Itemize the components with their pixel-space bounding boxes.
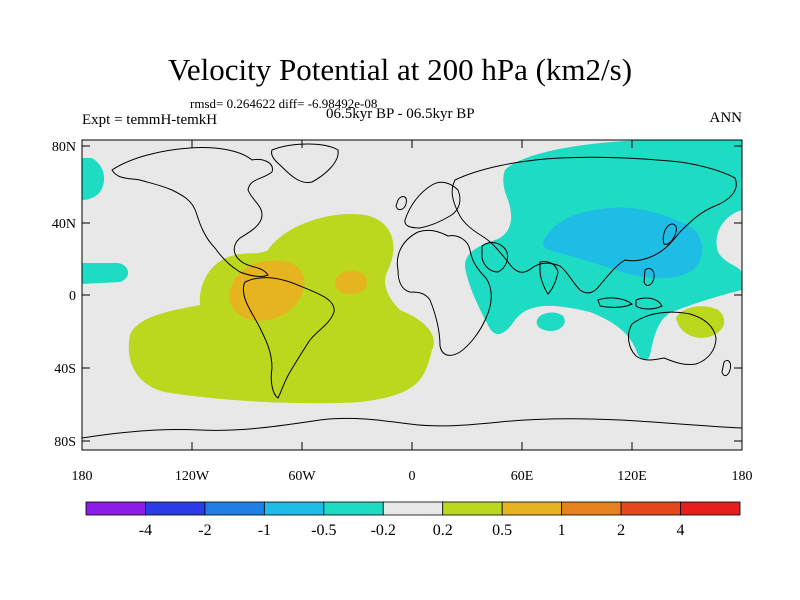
map-title: Velocity Potential at 200 hPa (km2/s) <box>167 52 633 87</box>
lon-label-60e: 60E <box>511 469 534 484</box>
lat-label-80s: 80S <box>54 435 76 450</box>
coastlines <box>82 143 742 450</box>
negative-patch-north-pacific <box>82 158 105 200</box>
colorbar-label-1: -2 <box>198 522 211 539</box>
lon-label-180e: 180 <box>732 469 753 484</box>
season-label: ANN <box>709 110 743 126</box>
colorbar-label-9: 4 <box>677 522 685 539</box>
colorbar-swatch-1 <box>145 501 206 516</box>
experiment-label: Expt = temmH-temkH <box>82 112 218 128</box>
colorbar-label-7: 1 <box>558 522 566 539</box>
lat-label-80n: 80N <box>52 140 76 155</box>
colorbar-label-3: -0.5 <box>311 522 336 539</box>
colorbar-swatch-2 <box>204 501 265 516</box>
colorbar-label-6: 0.5 <box>492 522 512 539</box>
contour-fields <box>82 140 742 450</box>
colorbar-swatch-10 <box>680 501 741 516</box>
colorbar-label-5: 0.2 <box>433 522 453 539</box>
lon-label-60w: 60W <box>288 469 316 484</box>
colorbar-label-2: -1 <box>258 522 271 539</box>
positive-region-australia <box>676 306 725 338</box>
colorbar-swatch-0 <box>85 501 146 516</box>
colorbar-swatch-6 <box>442 501 503 516</box>
lon-label-120w: 120W <box>175 469 210 484</box>
colorbar-swatch-3 <box>263 501 325 516</box>
colorbar-label-8: 2 <box>617 522 625 539</box>
lon-label-120e: 120E <box>617 469 647 484</box>
lon-label-0: 0 <box>409 469 416 484</box>
period-label: 06.5kyr BP - 06.5kyr BP <box>326 106 475 122</box>
negative-patch-east-pacific <box>82 263 129 284</box>
colorbar-swatch-8 <box>561 501 622 516</box>
negative-core-asia <box>543 207 703 279</box>
latitude-axis: 80N 40N 0 40S 80S <box>52 140 742 450</box>
colorbar-label-0: -4 <box>139 522 152 539</box>
colorbar-swatch-4 <box>323 501 384 516</box>
positive-core-atlantic <box>334 270 367 294</box>
lat-label-40n: 40N <box>52 217 76 232</box>
negative-patch-indian-ocean <box>536 312 565 331</box>
lon-label-180w: 180 <box>72 469 93 484</box>
colorbar-label-4: -0.2 <box>371 522 396 539</box>
stats-label: rmsd= 0.264622 diff= -6.98492e-08 <box>190 96 378 111</box>
longitude-axis: 180 120W 60W 0 60E 120E 180 <box>72 140 753 484</box>
lat-label-eq: 0 <box>69 289 76 304</box>
colorbar-swatch-7 <box>501 501 563 516</box>
colorbar-swatch-9 <box>620 501 681 516</box>
colorbar-swatch-5 <box>382 501 444 516</box>
colorbar: -4 -2 -1 -0.5 -0.2 0.2 0.5 1 2 4 <box>85 501 741 539</box>
lat-label-40s: 40S <box>54 362 76 377</box>
